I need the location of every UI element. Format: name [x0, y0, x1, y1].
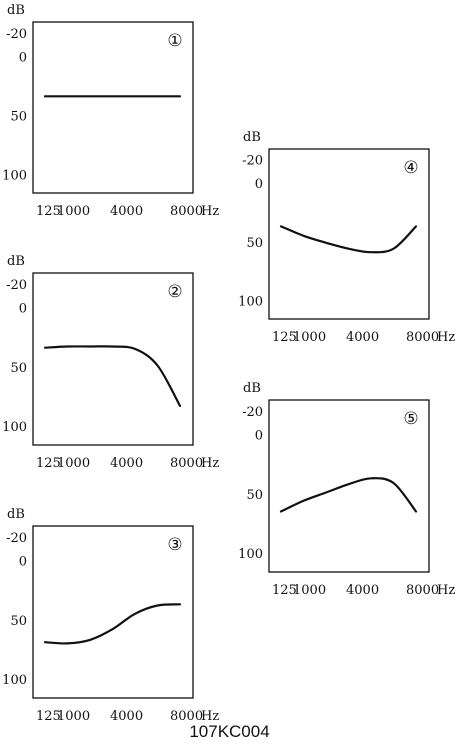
x-tick-label: 125: [36, 709, 61, 724]
y-axis-label: dB: [7, 3, 25, 18]
y-tick-label: 50: [246, 488, 263, 503]
x-tick-label: 1000: [57, 204, 90, 219]
y-tick-label: 0: [255, 429, 263, 444]
y-tick-label: -20: [6, 278, 27, 293]
x-unit-label: Hz: [201, 204, 219, 219]
x-tick-label: 1000: [57, 456, 90, 471]
y-axis-label: dB: [7, 254, 25, 269]
x-tick-label: 125: [272, 330, 297, 345]
y-axis-label: dB: [7, 507, 25, 522]
x-tick-label: 8000: [406, 583, 439, 598]
x-tick-label: 8000: [170, 456, 203, 471]
x-unit-label: Hz: [201, 456, 219, 471]
hearing-curve-line: [43, 345, 182, 407]
x-unit-label: Hz: [201, 709, 219, 724]
plot-frame: [32, 21, 194, 194]
x-tick-label: 8000: [406, 330, 439, 345]
plot-frame: [268, 148, 430, 320]
y-tick-label: 100: [2, 673, 27, 688]
plot-frame: [268, 399, 430, 573]
x-tick-label: 125: [36, 456, 61, 471]
x-tick-label: 4000: [110, 709, 143, 724]
y-tick-label: 100: [2, 420, 27, 435]
y-tick-label: 50: [246, 236, 263, 251]
x-tick-label: 4000: [346, 583, 379, 598]
y-tick-label: 0: [19, 302, 27, 317]
y-tick-label: -20: [6, 531, 27, 546]
y-axis-label: dB: [243, 381, 261, 396]
y-tick-label: 0: [19, 555, 27, 570]
y-tick-label: -20: [6, 27, 27, 42]
hearing-curve-line: [279, 477, 418, 513]
hearing-curve-line: [279, 225, 418, 254]
y-tick-label: 50: [10, 614, 27, 629]
panel-number-badge: ②: [167, 282, 182, 302]
figure-code: 107KC004: [189, 722, 270, 741]
y-tick-label: 0: [19, 50, 27, 65]
x-tick-label: 8000: [170, 204, 203, 219]
plot-frame: [32, 525, 194, 699]
panel-number-badge: ④: [403, 158, 418, 178]
y-tick-label: -20: [242, 154, 263, 169]
x-tick-label: 125: [272, 583, 297, 598]
x-tick-label: 4000: [110, 456, 143, 471]
x-tick-label: 8000: [170, 709, 203, 724]
x-tick-label: 1000: [57, 709, 90, 724]
x-unit-label: Hz: [437, 583, 455, 598]
y-tick-label: 50: [10, 109, 27, 124]
plot-frame: [32, 272, 194, 446]
y-tick-label: 100: [238, 294, 263, 309]
x-tick-label: 4000: [346, 330, 379, 345]
panel-number-badge: ①: [167, 31, 182, 51]
x-unit-label: Hz: [437, 330, 455, 345]
x-tick-label: 4000: [110, 204, 143, 219]
panel-number-badge: ⑤: [403, 409, 418, 429]
hearing-curve-line: [43, 603, 182, 645]
y-tick-label: 0: [255, 177, 263, 192]
y-tick-label: -20: [242, 405, 263, 420]
x-tick-label: 1000: [293, 330, 326, 345]
x-tick-label: 125: [36, 204, 61, 219]
y-axis-label: dB: [243, 130, 261, 145]
panel-number-badge: ③: [167, 535, 182, 555]
y-tick-label: 100: [238, 547, 263, 562]
y-tick-label: 50: [10, 361, 27, 376]
y-tick-label: 100: [2, 168, 27, 183]
x-tick-label: 1000: [293, 583, 326, 598]
